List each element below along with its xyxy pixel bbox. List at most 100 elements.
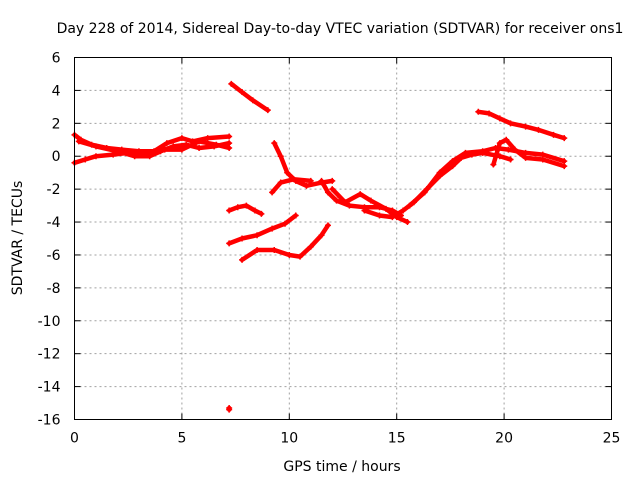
y-tick-label: -12 (38, 347, 61, 363)
data-point (239, 89, 246, 96)
data-point (503, 136, 510, 143)
data-series (71, 80, 568, 413)
x-tick-label: 5 (177, 431, 186, 447)
grid (74, 57, 612, 420)
data-point (357, 191, 364, 198)
data-point (462, 149, 469, 156)
data-point (204, 135, 211, 142)
data-point (290, 176, 297, 183)
data-point (196, 145, 203, 151)
y-tick-label: -16 (38, 413, 61, 429)
data-point (92, 143, 99, 150)
data-point (329, 186, 336, 193)
data-point (239, 235, 246, 242)
data-point (404, 219, 411, 226)
data-point (303, 182, 310, 189)
data-point (226, 133, 233, 140)
y-tick-label: -14 (38, 380, 61, 396)
data-point (346, 202, 353, 209)
data-point (297, 253, 304, 260)
data-point (234, 204, 241, 211)
data-point (254, 247, 261, 254)
data-series-track-4 (229, 81, 271, 113)
data-point (436, 169, 443, 176)
data-point (228, 80, 235, 87)
data-point (318, 232, 325, 239)
data-series-track-6 (226, 213, 298, 246)
plot-frame (74, 57, 612, 420)
data-point (75, 138, 82, 145)
data-point (490, 161, 497, 168)
y-axis-label: SDTVAR / TECUs (10, 181, 26, 296)
data-point (82, 156, 89, 163)
data-point (376, 212, 383, 219)
x-axis-label: GPS time / hours (283, 459, 400, 475)
data-point (146, 153, 153, 160)
data-point (286, 251, 293, 258)
data-point (264, 107, 271, 114)
data-point (277, 153, 284, 160)
data-point (277, 179, 284, 186)
data-point (505, 146, 512, 153)
data-series-track-9 (269, 177, 314, 195)
data-point (226, 240, 233, 247)
data-point (226, 406, 233, 413)
data-point (522, 154, 529, 161)
y-tick-label: -8 (47, 281, 61, 297)
y-tick-label: -10 (38, 314, 61, 330)
data-point (178, 135, 185, 142)
data-point (539, 156, 546, 163)
y-tick-label: -4 (47, 215, 61, 231)
data-point (507, 120, 514, 127)
data-point (367, 197, 374, 204)
data-point (284, 169, 291, 176)
data-point (406, 202, 413, 209)
data-point (269, 189, 276, 196)
data-point (254, 232, 261, 239)
data-point (329, 177, 336, 184)
data-point (239, 256, 246, 263)
data-point (307, 243, 314, 250)
data-series-track-15 (476, 109, 567, 141)
data-point (449, 158, 456, 165)
data-point (361, 207, 368, 214)
data-series-track-5 (226, 203, 264, 217)
data-point (382, 205, 389, 212)
data-point (161, 146, 168, 153)
data-point (269, 225, 276, 232)
data-point (243, 202, 250, 209)
data-point (178, 146, 185, 153)
data-point (249, 97, 256, 104)
data-point (324, 189, 331, 196)
x-tick-label: 0 (70, 431, 79, 447)
x-tick-label: 10 (280, 431, 298, 447)
data-point (92, 153, 99, 160)
data-point (421, 189, 428, 196)
x-tick-label: 15 (388, 431, 406, 447)
data-point (318, 177, 325, 184)
data-point (307, 177, 314, 184)
data-point (475, 108, 482, 115)
data-point (561, 163, 568, 170)
data-point (389, 214, 396, 221)
data-point (271, 247, 278, 254)
data-point (163, 140, 170, 147)
data-point (496, 140, 503, 147)
data-point (400, 207, 407, 214)
y-tick-label: -6 (47, 248, 61, 264)
data-series-track-3 (76, 139, 232, 159)
chart-title: Day 228 of 2014, Sidereal Day-to-day VTE… (57, 21, 624, 37)
data-point (114, 148, 121, 155)
data-series-track-13 (407, 145, 567, 208)
data-point (271, 140, 278, 147)
data-point (258, 210, 265, 217)
data-point (226, 145, 233, 151)
y-tick-label: -2 (47, 182, 61, 198)
data-point (561, 135, 568, 142)
data-point (511, 146, 518, 153)
data-point (251, 207, 258, 214)
axis-ticks: 0 5 10 15 20 25 -16 -14 -12 -10 -8 -6 -4 -2 0 2 4 6 (38, 51, 621, 447)
data-point (486, 110, 493, 117)
x-tick-label: 20 (495, 431, 513, 447)
